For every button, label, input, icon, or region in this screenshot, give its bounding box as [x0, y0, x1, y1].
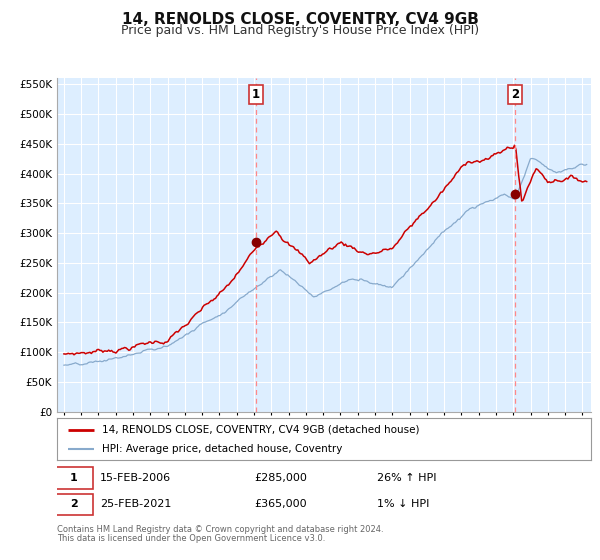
Text: 1: 1 — [70, 473, 77, 483]
Text: 1% ↓ HPI: 1% ↓ HPI — [377, 499, 430, 509]
Text: 15-FEB-2006: 15-FEB-2006 — [100, 473, 171, 483]
Text: 26% ↑ HPI: 26% ↑ HPI — [377, 473, 437, 483]
Text: Price paid vs. HM Land Registry's House Price Index (HPI): Price paid vs. HM Land Registry's House … — [121, 24, 479, 37]
Text: 25-FEB-2021: 25-FEB-2021 — [100, 499, 171, 509]
Text: 1: 1 — [252, 88, 260, 101]
Text: £365,000: £365,000 — [254, 499, 307, 509]
Text: This data is licensed under the Open Government Licence v3.0.: This data is licensed under the Open Gov… — [57, 534, 325, 543]
FancyBboxPatch shape — [55, 493, 93, 515]
FancyBboxPatch shape — [55, 468, 93, 489]
Text: 14, RENOLDS CLOSE, COVENTRY, CV4 9GB: 14, RENOLDS CLOSE, COVENTRY, CV4 9GB — [122, 12, 478, 27]
Text: 14, RENOLDS CLOSE, COVENTRY, CV4 9GB (detached house): 14, RENOLDS CLOSE, COVENTRY, CV4 9GB (de… — [103, 424, 420, 435]
Text: HPI: Average price, detached house, Coventry: HPI: Average price, detached house, Cove… — [103, 444, 343, 454]
Text: £285,000: £285,000 — [254, 473, 307, 483]
Text: 2: 2 — [70, 499, 77, 509]
Text: 2: 2 — [511, 88, 520, 101]
Text: Contains HM Land Registry data © Crown copyright and database right 2024.: Contains HM Land Registry data © Crown c… — [57, 525, 383, 534]
